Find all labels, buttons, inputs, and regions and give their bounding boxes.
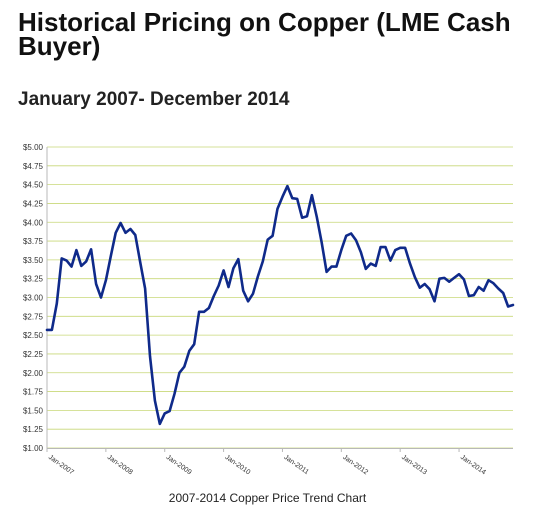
x-tick-label: Jan-2010 xyxy=(223,454,251,477)
y-tick-label: $1.25 xyxy=(23,425,44,434)
y-tick-label: $1.75 xyxy=(23,388,44,397)
x-tick-label: Jan-2008 xyxy=(106,454,134,477)
y-tick-label: $3.00 xyxy=(23,294,44,303)
y-tick-label: $2.75 xyxy=(23,312,44,321)
x-tick-label: Jan-2007 xyxy=(47,454,75,477)
y-tick-label: $2.25 xyxy=(23,350,44,359)
y-tick-label: $3.25 xyxy=(23,275,44,284)
y-tick-label: $3.75 xyxy=(23,237,44,246)
x-tick-label: Jan-2011 xyxy=(282,454,310,476)
y-tick-label: $1.50 xyxy=(23,406,44,415)
x-tick-label: Jan-2012 xyxy=(341,454,369,477)
y-tick-label: $4.00 xyxy=(23,218,44,227)
y-tick-label: $1.00 xyxy=(23,444,44,453)
chart-caption: 2007-2014 Copper Price Trend Chart xyxy=(168,491,367,505)
y-tick-label: $5.00 xyxy=(23,143,44,152)
y-tick-label: $2.50 xyxy=(23,331,44,340)
y-tick-label: $2.00 xyxy=(23,369,44,378)
series-line-copper-price xyxy=(45,184,515,426)
x-tick-label: Jan-2009 xyxy=(165,454,193,477)
y-tick-label: $3.50 xyxy=(23,256,44,265)
y-tick-label: $4.75 xyxy=(23,162,44,171)
x-tick-label: Jan-2013 xyxy=(400,454,428,477)
series-line-group xyxy=(45,184,515,426)
y-tick-label: $4.50 xyxy=(23,181,44,190)
x-axis-tick-labels: Jan-2007 Jan-2008 Jan-2009 Jan-2010 Jan-2011… xyxy=(46,448,487,477)
x-tick-label: Jan-2014 xyxy=(459,454,487,477)
page-title: Historical Pricing on Copper (LME Cash B… xyxy=(18,7,511,61)
page-subtitle: January 2007- December 2014 xyxy=(18,89,290,110)
chart-grid xyxy=(47,146,513,449)
y-axis-tick-labels: $1.00 $1.25 $1.50 $1.75 $2.00 $2.25 $2.50 $2.75… xyxy=(23,143,44,453)
y-tick-label: $4.25 xyxy=(23,199,44,208)
